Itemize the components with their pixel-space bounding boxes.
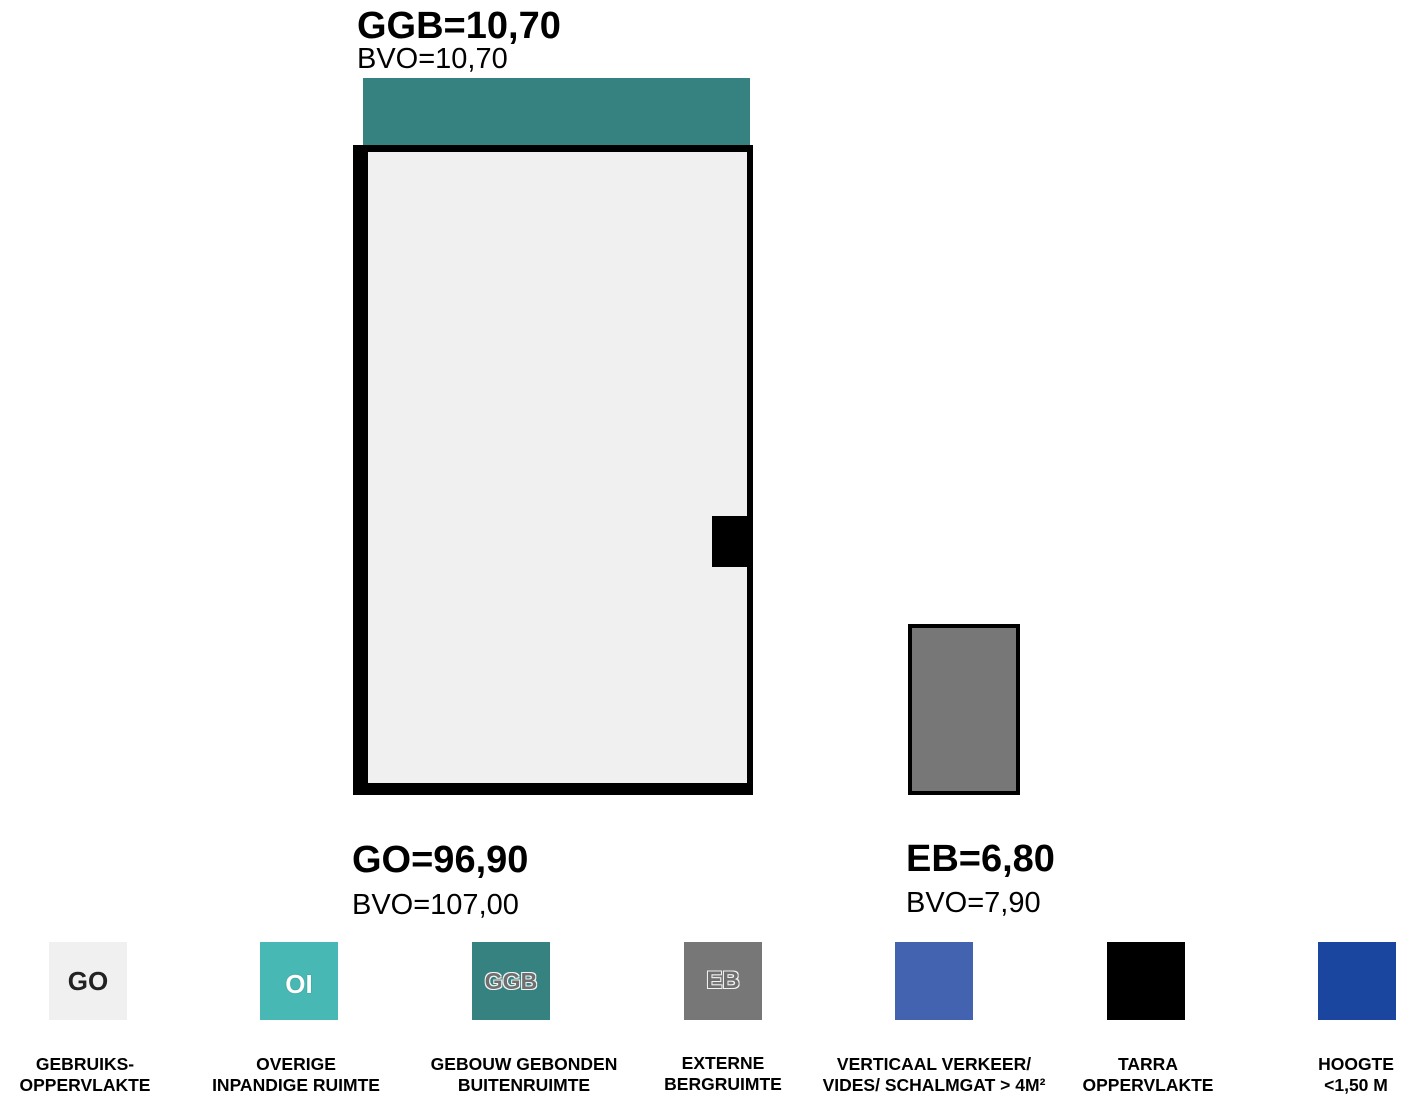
legend-caption-line: OVERIGE xyxy=(256,1054,336,1074)
legend-caption-line: OPPERVLAKTE xyxy=(1082,1075,1214,1095)
legend-caption-line: INPANDIGE RUIMTE xyxy=(212,1075,380,1095)
legend-caption-oi: OVERIGE INPANDIGE RUIMTE xyxy=(166,1054,426,1096)
legend-code-oi: OI xyxy=(285,969,313,999)
legend-caption-go: GEBRUIKS- OPPERVLAKTE xyxy=(0,1054,215,1096)
legend-caption-line: HOOGTE xyxy=(1318,1054,1394,1074)
legend-caption-verticaal-verkeer: VERTICAAL VERKEER/ VIDES/ SCHALMGAT > 4M… xyxy=(804,1054,1064,1096)
legend-caption-line: BERGRUIMTE xyxy=(664,1074,782,1094)
legend-caption-line: TARRA xyxy=(1118,1054,1178,1074)
legend-swatch-tarra xyxy=(1107,942,1185,1020)
legend-swatch-ggb: GGB xyxy=(472,942,550,1020)
legend-swatch-go: GO xyxy=(49,942,127,1020)
legend-caption-line: GEBOUW GEBONDEN xyxy=(430,1054,618,1074)
legend-swatch-verticaal-verkeer xyxy=(895,942,973,1020)
ggb-area-label: GGB=10,70 xyxy=(357,5,561,47)
legend-swatch-hoogte xyxy=(1318,942,1396,1020)
legend-caption-line: VIDES/ SCHALMGAT > 4M² xyxy=(822,1075,1046,1095)
eb-area-label: EB=6,80 xyxy=(906,838,1055,880)
tarra-block xyxy=(712,516,752,567)
legend-caption-ggb: GEBOUW GEBONDEN BUITENRUIMTE xyxy=(394,1054,654,1096)
legend-code-eb: EB xyxy=(706,967,740,994)
legend-caption-line: BUITENRUIMTE xyxy=(457,1075,591,1095)
legend-code-ggb: GGB xyxy=(484,967,538,994)
ggb-outdoor-space-rect xyxy=(363,78,750,146)
legend-caption-eb: EXTERNE BERGRUIMTE xyxy=(593,1053,853,1095)
legend-swatch-eb: EB xyxy=(684,942,762,1020)
legend-caption-line: VERTICAAL VERKEER/ xyxy=(836,1054,1032,1074)
legend-swatch-oi: OI xyxy=(260,942,338,1020)
legend-code-go: GO xyxy=(67,966,109,996)
legend-caption-line: OPPERVLAKTE xyxy=(19,1075,151,1095)
legend-caption-hoogte: HOOGTE <1,50 M xyxy=(1226,1054,1402,1096)
eb-storage-rect xyxy=(908,624,1020,795)
legend-caption-line: GEBRUIKS- xyxy=(35,1054,135,1074)
ggb-bvo-label: BVO=10,70 xyxy=(357,43,508,75)
go-area-label: GO=96,90 xyxy=(352,839,529,881)
eb-bvo-label: BVO=7,90 xyxy=(906,887,1041,919)
legend-caption-line: EXTERNE xyxy=(681,1053,765,1073)
legend-caption-tarra: TARRA OPPERVLAKTE xyxy=(1018,1054,1278,1096)
go-bvo-label: BVO=107,00 xyxy=(352,889,519,921)
go-floor-area-rect xyxy=(353,145,753,795)
legend-caption-line: <1,50 M xyxy=(1324,1075,1388,1095)
